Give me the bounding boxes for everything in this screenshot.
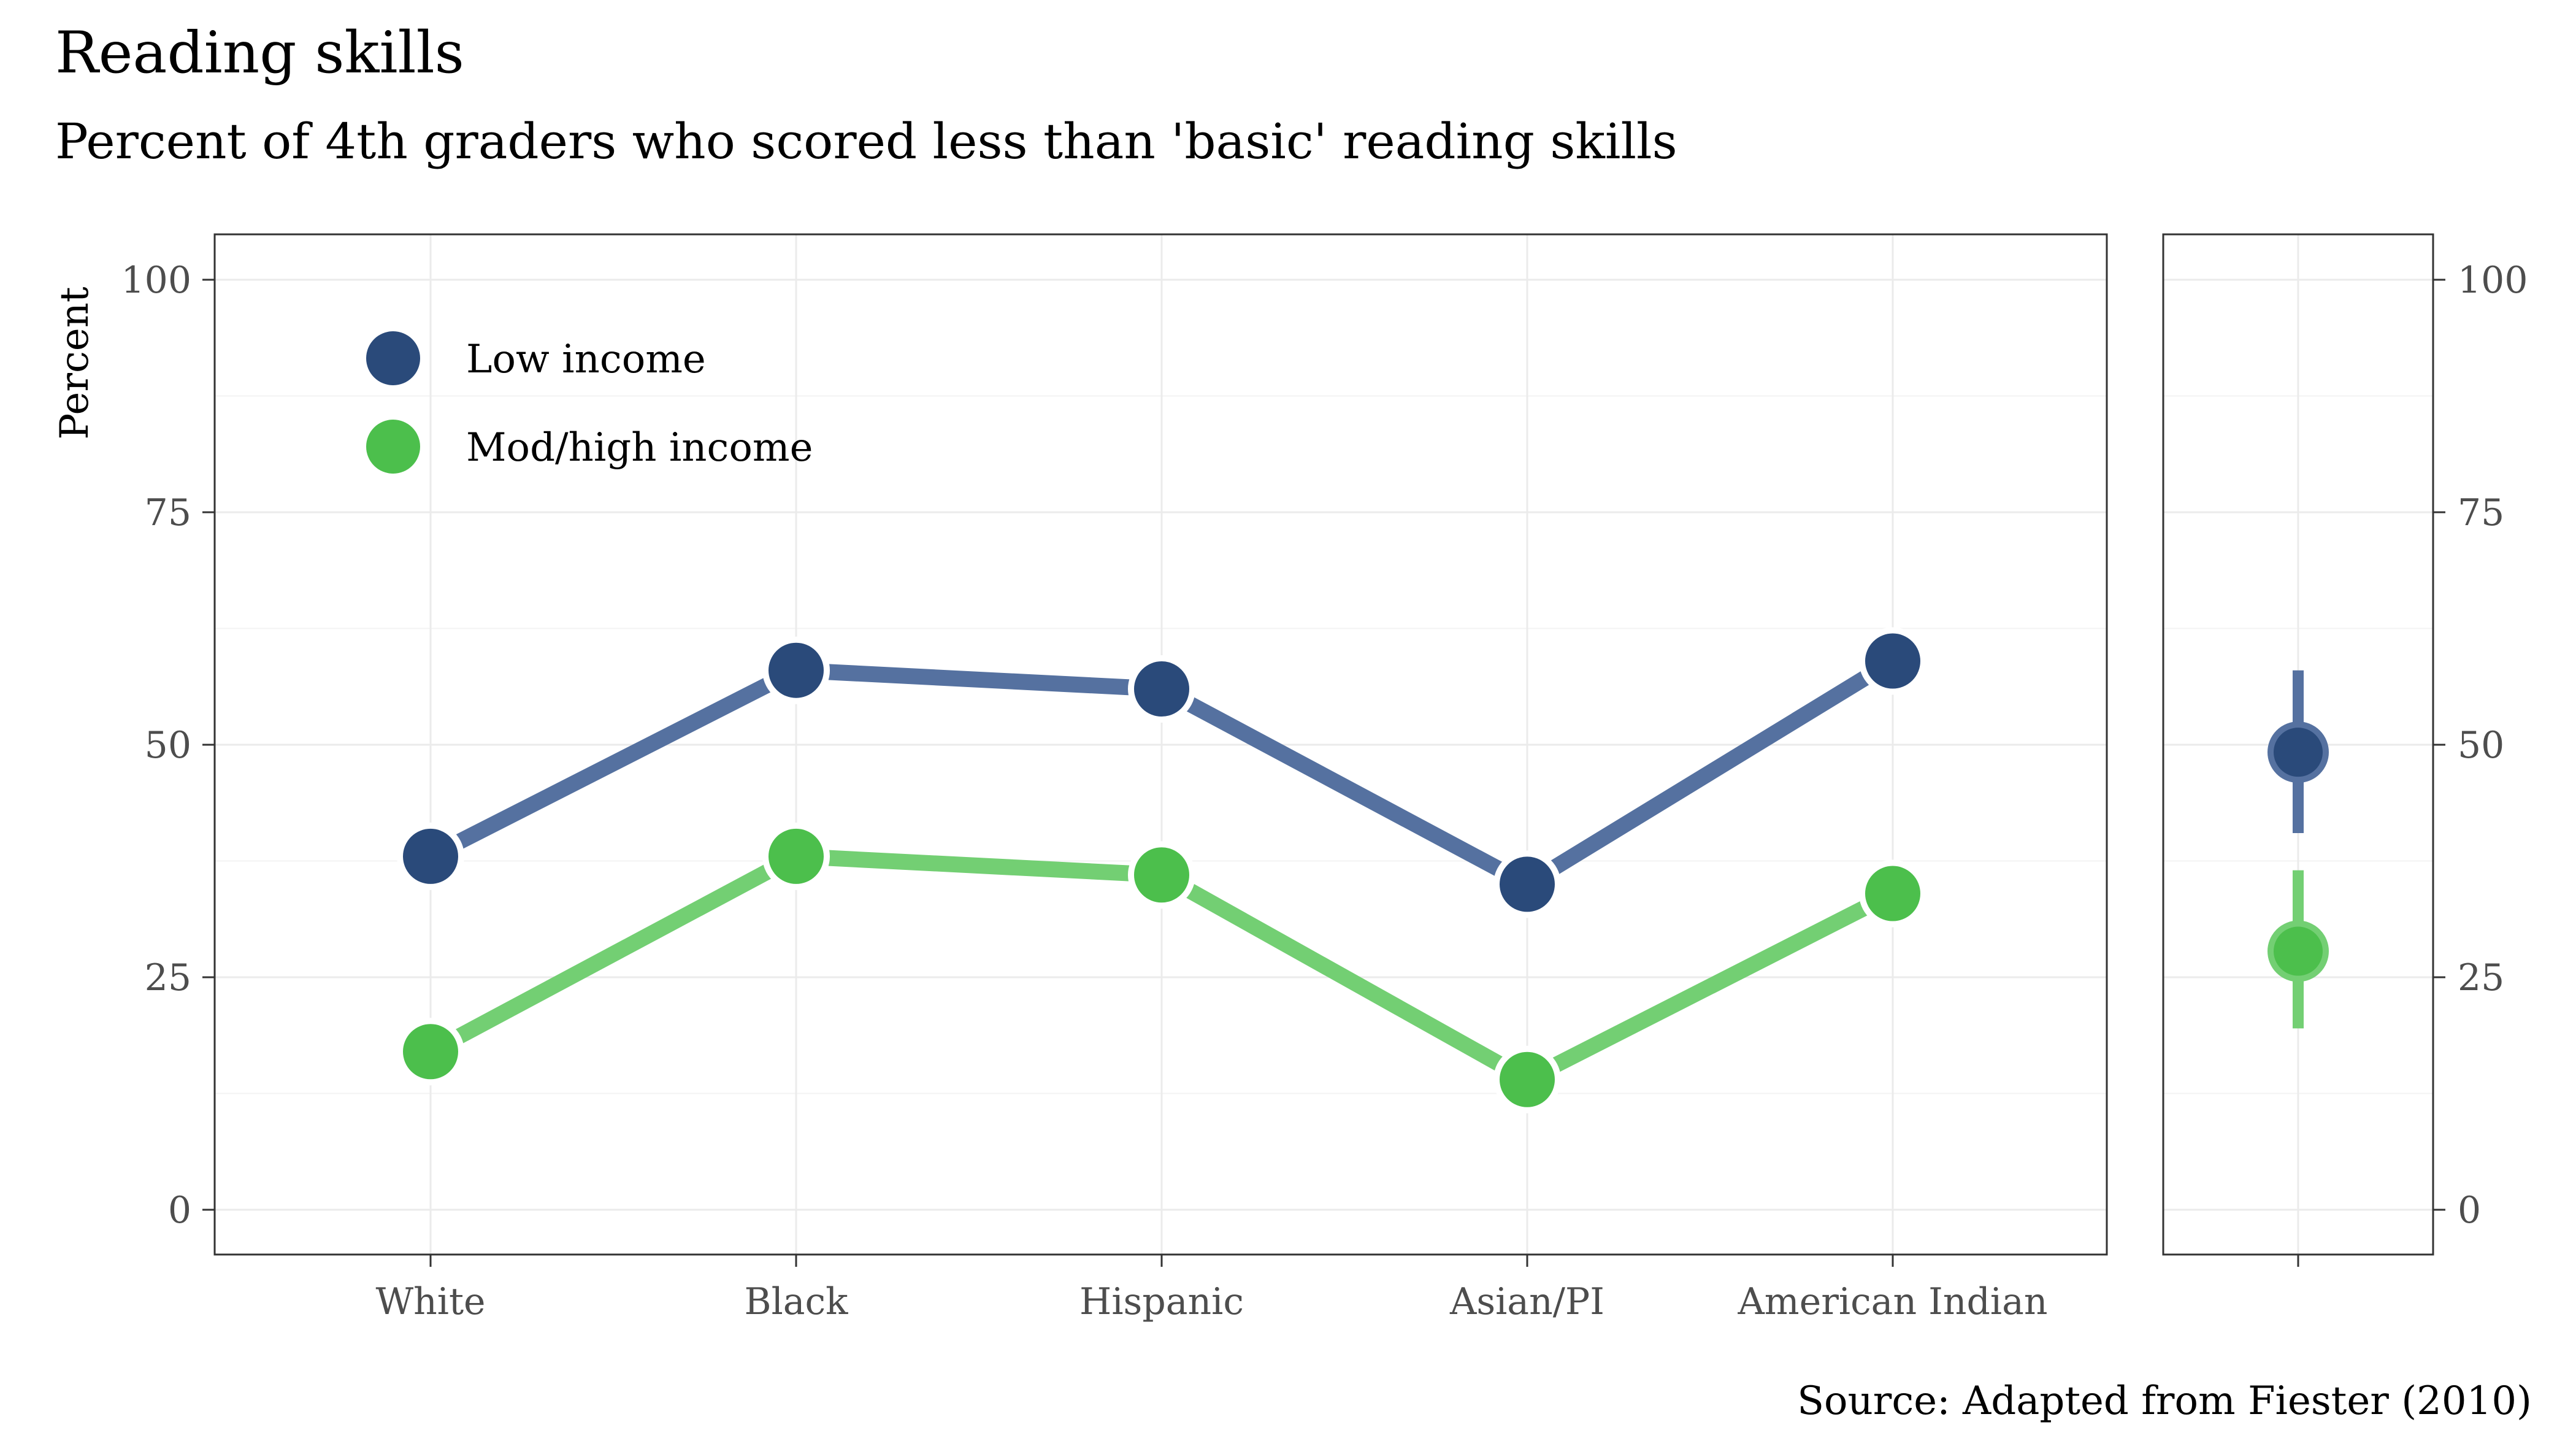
y-tick-label: 50 [2458, 724, 2504, 767]
y-tick-label: 0 [168, 1189, 191, 1232]
y-tick-label: 25 [2458, 956, 2504, 999]
x-tick-label: Black [744, 1280, 848, 1323]
data-point [1128, 841, 1195, 909]
legend-key [366, 331, 420, 385]
y-axis-left: 0 25 50 75 100 [121, 259, 215, 1232]
x-tick-label: Hispanic [1079, 1280, 1244, 1323]
chart-subtitle: Percent of 4th graders who scored less t… [55, 113, 1677, 170]
legend-label: Low income [466, 337, 706, 382]
x-axis: White Black Hispanic Asian/PI American India… [375, 1255, 2299, 1323]
y-tick-label: 75 [145, 491, 191, 534]
data-point [762, 822, 830, 890]
data-point [1128, 655, 1195, 723]
x-tick-label: White [375, 1280, 485, 1323]
data-point [762, 636, 830, 704]
source-caption: Source: Adapted from Fiester (2010) [1797, 1378, 2532, 1424]
legend-label: Mod/high income [466, 425, 813, 471]
x-tick-label: American Indian [1737, 1280, 2047, 1323]
x-tick-label: Asian/PI [1449, 1280, 1604, 1323]
y-tick-label: 25 [145, 956, 191, 999]
data-point [397, 822, 464, 890]
series-points [397, 627, 1926, 1113]
data-point [1859, 627, 1926, 695]
data-point [1493, 1045, 1561, 1113]
chart-title: Reading skills [55, 20, 464, 86]
data-point [1859, 859, 1926, 928]
y-tick-label: 50 [145, 724, 191, 767]
y-tick-label: 75 [2458, 491, 2504, 534]
main-panel-gridlines [215, 234, 2107, 1255]
y-tick-label: 0 [2458, 1189, 2481, 1232]
summary-panel-marks [2267, 670, 2329, 1029]
y-tick-label: 100 [2458, 259, 2528, 302]
data-point [397, 1018, 464, 1086]
y-axis-title: Percent [52, 286, 98, 440]
legend: Low income Mod/high income [366, 331, 813, 474]
summary-mean-point [2267, 920, 2329, 982]
summary-mean-point [2267, 721, 2329, 783]
data-point [1493, 850, 1561, 918]
legend-key [366, 420, 420, 474]
y-axis-right: 0 25 50 75 100 [2433, 259, 2528, 1232]
y-tick-label: 100 [121, 259, 191, 302]
